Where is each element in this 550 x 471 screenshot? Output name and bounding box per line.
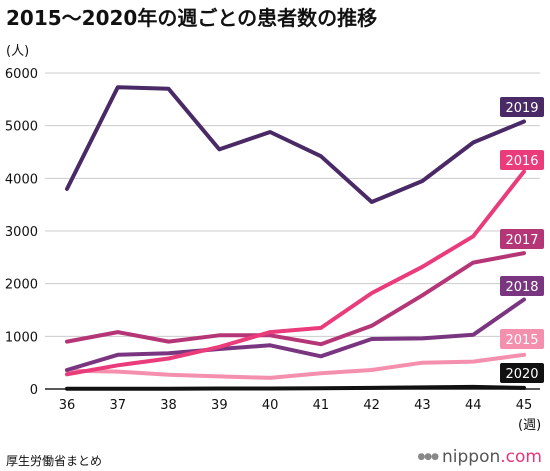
series-line-2019	[65, 85, 526, 204]
brand-logo: ●●● nippon.com	[417, 447, 542, 467]
series-label-box-2016	[500, 150, 544, 170]
x-tick-label: 41	[313, 398, 330, 413]
series-label-box-2019	[500, 97, 544, 117]
series-line-2017	[65, 251, 526, 347]
x-tick-label: 38	[160, 398, 177, 413]
x-tick-label: 40	[262, 398, 279, 413]
source-note: 厚生労働省まとめ	[6, 454, 103, 468]
y-tick-label: 0	[30, 383, 38, 398]
x-tick-label: 44	[465, 398, 482, 413]
y-tick-label: 4000	[5, 172, 38, 187]
x-tick-label: 39	[211, 398, 228, 413]
series-label-box-2020	[500, 363, 544, 383]
series-label-2017: 2017	[505, 233, 538, 248]
x-tick-label: 37	[110, 398, 127, 413]
chart-title: 2015〜2020年の週ごとの患者数の推移	[6, 6, 378, 30]
y-tick-label: 6000	[5, 67, 38, 82]
x-axis-unit-label: (週)	[518, 418, 542, 433]
brand-dots-icon: ●●●	[417, 452, 439, 462]
y-tick-label: 1000	[5, 330, 38, 345]
series-line-2020	[65, 384, 526, 391]
brand-suffix: .com	[500, 447, 542, 467]
brand-name: nippon	[442, 447, 501, 467]
x-tick-label: 43	[414, 398, 431, 413]
series-label-2015: 2015	[505, 333, 538, 348]
line-chart: 0 1000 2000 3000 4000 5000 6000 36 37 38 39 40 41 42 4…	[5, 67, 544, 413]
series-label-2019: 2019	[505, 101, 538, 116]
series-line-2016	[65, 169, 526, 377]
y-axis-unit-label: (人)	[6, 44, 30, 59]
x-tick-label: 42	[363, 398, 380, 413]
series-label-2018: 2018	[505, 280, 538, 295]
x-tick-label: 36	[59, 398, 76, 413]
y-tick-label: 5000	[5, 120, 38, 135]
series-label-box-2017	[500, 229, 544, 249]
series-line-2018	[65, 297, 526, 372]
series-label-box-2018	[500, 276, 544, 296]
x-tick-label: 45	[516, 398, 533, 413]
y-tick-label: 2000	[5, 278, 38, 293]
series-line-2015	[65, 352, 526, 380]
series-label-box-2015	[500, 329, 544, 349]
series-label-2016: 2016	[505, 154, 538, 169]
series-label-2020: 2020	[505, 367, 538, 382]
y-tick-label: 3000	[5, 225, 38, 240]
